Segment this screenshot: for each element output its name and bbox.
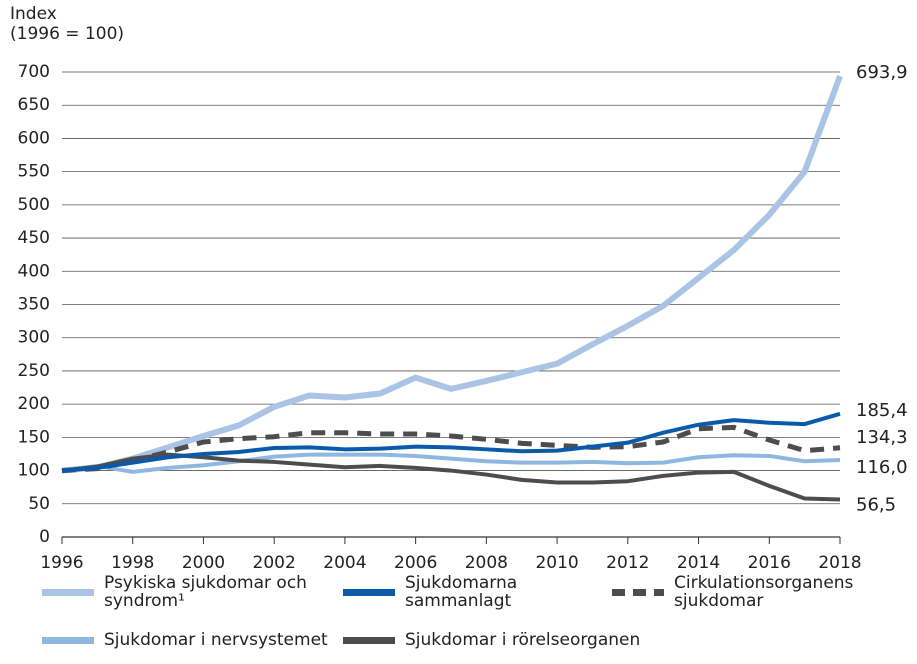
plot: 0 50 100 150 200 250 300 350 400 450 500 550 600 650 7…: [18, 62, 908, 573]
y-tick-label: 200: [18, 394, 50, 414]
x-tick-label: 1998: [111, 553, 154, 573]
x-tick-label: 2018: [818, 553, 861, 573]
y-tick-label: 550: [18, 162, 50, 182]
y-tick-label: 500: [18, 195, 50, 215]
x-tick-label: 2002: [253, 553, 296, 573]
x-tick-label: 2012: [606, 553, 649, 573]
y-tick-label: 400: [18, 261, 50, 281]
legend-item: Psykiska sjukdomar och syndrom¹: [42, 572, 324, 612]
y-tick-label: 100: [18, 461, 50, 481]
legend-swatch: [42, 588, 94, 596]
y-tick-label: 350: [18, 295, 50, 315]
y-tick-label: 0: [39, 527, 50, 547]
series-line: [61, 424, 841, 474]
legend-item: Sjukdomarna sammanlagt: [343, 572, 525, 612]
x-tick-label: 2014: [677, 553, 720, 573]
legend-label: Sjukdomarna sammanlagt: [405, 573, 518, 611]
y-tick-label: 150: [18, 427, 50, 447]
x-tick-label: 2008: [465, 553, 508, 573]
series-line: [61, 452, 841, 502]
end-label: 134,3: [856, 427, 908, 448]
legend-swatch: [42, 636, 94, 644]
legend-swatch: [343, 588, 395, 596]
end-label: 116,0: [856, 457, 908, 478]
x-tick-label: 2004: [323, 553, 366, 573]
end-label: 185,4: [856, 400, 908, 421]
y-tick-label: 700: [18, 62, 50, 82]
legend-swatch: [612, 588, 664, 596]
x-tick-label: 2006: [394, 553, 437, 573]
x-tick-label: 2010: [535, 553, 578, 573]
y-tick-label: 450: [18, 228, 50, 248]
x-tick-label: 2000: [182, 553, 225, 573]
legend-label: Sjukdomar i nervsystemet: [104, 630, 328, 650]
y-tick-label: 650: [18, 95, 50, 115]
end-label: 693,9: [856, 62, 908, 83]
legend-item: Sjukdomar i nervsystemet: [42, 620, 404, 660]
legend-swatch: [343, 636, 395, 644]
y-tick-label: 50: [28, 494, 50, 514]
legend-label: Psykiska sjukdomar och syndrom¹: [104, 573, 307, 611]
series-line: [61, 75, 843, 474]
y-axis-title: Index: [10, 4, 57, 24]
y-tick-label: 250: [18, 361, 50, 381]
x-tick-label: 2016: [748, 553, 791, 573]
end-label: 56,5: [856, 494, 896, 515]
legend-label: Sjukdomar i rörelseorganen: [405, 630, 641, 650]
y-tick-label: 300: [18, 328, 50, 348]
legend-item: Sjukdomar i rörelseorganen: [343, 620, 705, 660]
y-axis-title: (1996 = 100): [10, 24, 125, 44]
x-tick-label: 1996: [40, 553, 83, 573]
legend-item: Cirkulationsorganens sjukdomar: [612, 572, 884, 612]
y-tick-label: 600: [18, 128, 50, 148]
series-line: [61, 452, 841, 474]
series-line: [61, 411, 841, 473]
legend-label: Cirkulationsorganens sjukdomar: [674, 573, 854, 611]
